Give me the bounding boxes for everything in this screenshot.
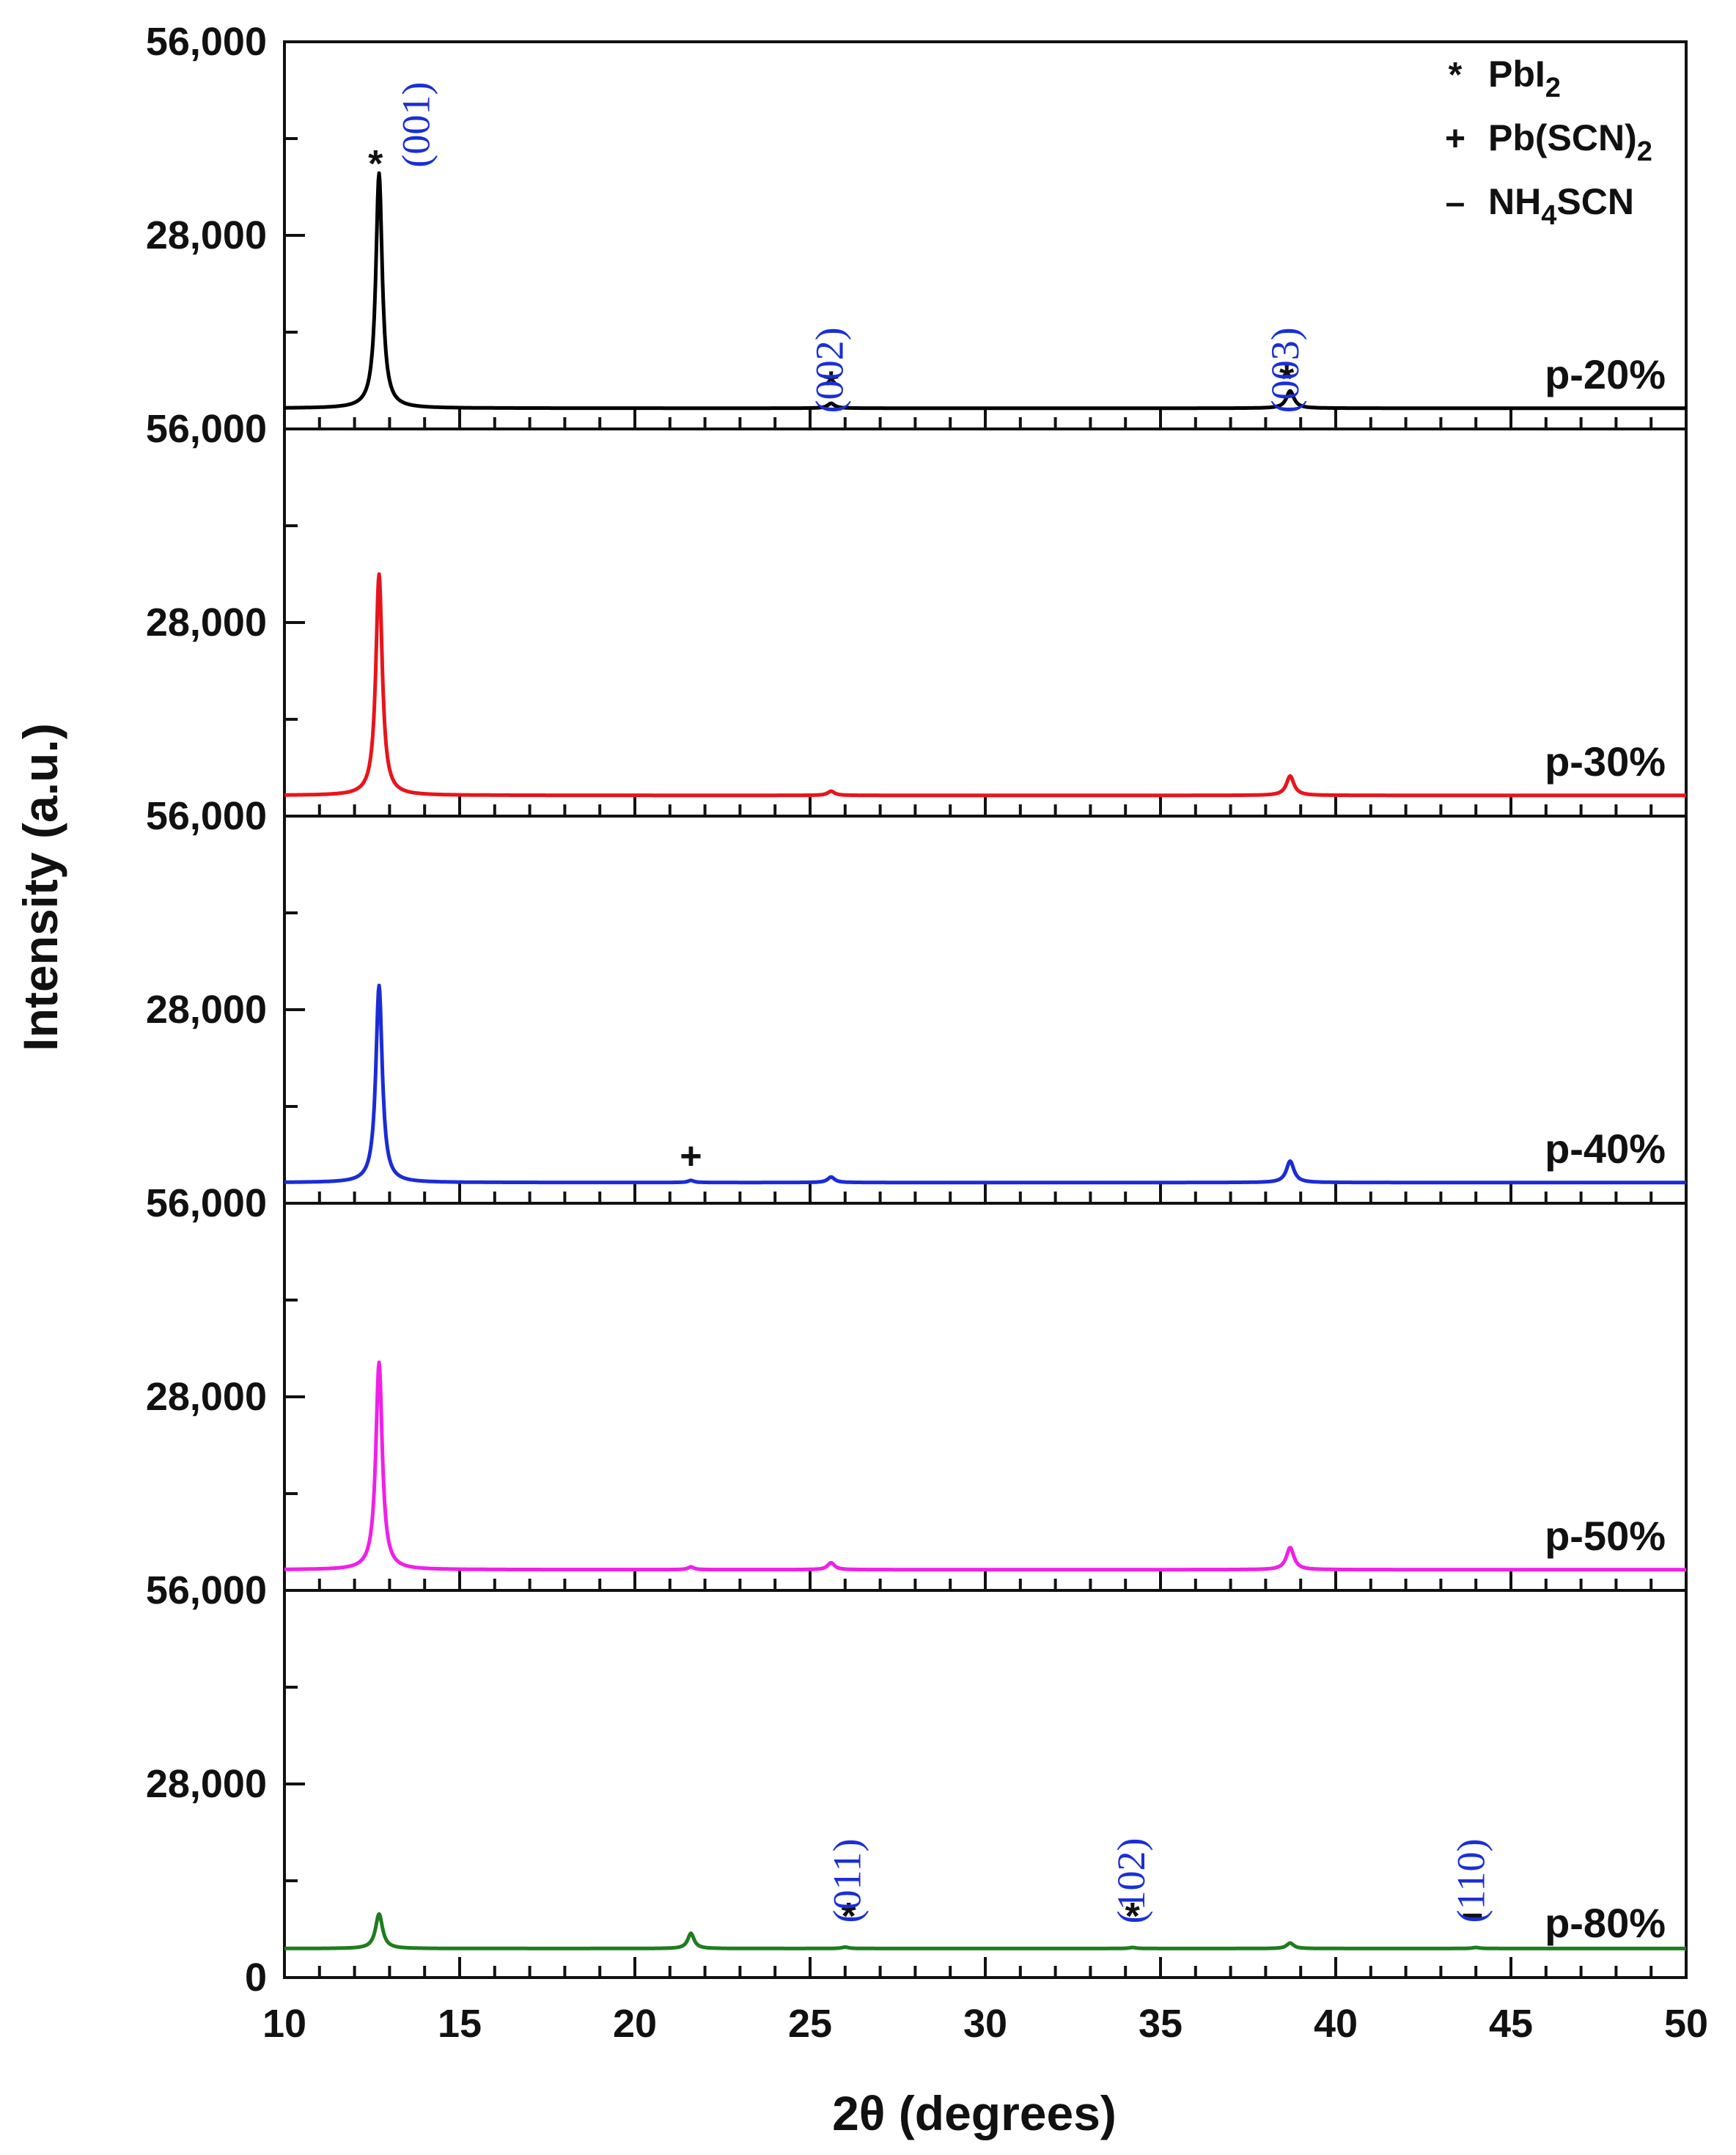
legend-text-tail: SCN xyxy=(1556,181,1634,222)
y-tick-label: 56,000 xyxy=(146,1568,267,1612)
y-tick-label: 28,000 xyxy=(146,213,267,257)
phase-marker: – xyxy=(1462,1892,1483,1934)
series-line-p-40% xyxy=(283,983,1688,1185)
phase-marker: * xyxy=(824,364,839,407)
y-tick-label: 56,000 xyxy=(146,407,267,451)
x-tick-label: 40 xyxy=(1314,2002,1358,2046)
phase-marker: * xyxy=(368,143,383,186)
legend-entry: PbI2 xyxy=(1488,54,1561,103)
x-tick-label: 10 xyxy=(262,2002,306,2046)
y-tick-label: 28,000 xyxy=(146,988,267,1032)
phase-marker: * xyxy=(1279,358,1295,400)
legend-symbol: – xyxy=(1446,183,1465,222)
hkl-label: (002) xyxy=(808,327,852,413)
panel-p-30%: 56,000 28,000 p-30% xyxy=(146,407,1688,818)
hkl-label: (003) xyxy=(1263,327,1307,413)
series-line-p-50% xyxy=(283,1360,1688,1572)
y-tick-label: 56,000 xyxy=(146,20,267,64)
legend-entry: NH4SCN xyxy=(1488,181,1634,231)
legend-symbol: * xyxy=(1449,56,1463,95)
panel-p-80%: 56,000 28,000 0 p-80% * * – (011) (102) (110) xyxy=(146,1568,1688,2000)
x-tick-label: 30 xyxy=(963,2002,1007,2046)
y-tick-label: 56,000 xyxy=(146,1181,267,1225)
legend-subscript: 2 xyxy=(1545,73,1561,103)
legend-subscript: 4 xyxy=(1541,200,1556,231)
legend-entry: Pb(SCN)2 xyxy=(1488,117,1652,167)
legend-symbol: + xyxy=(1445,120,1465,158)
y-tick-label: 28,000 xyxy=(146,1762,267,1806)
panel-p-40%: 56,000 28,000 p-40% + xyxy=(146,794,1688,1205)
x-tick-label: 50 xyxy=(1664,2002,1708,2046)
panel-p-50%: 56,000 28,000 p-50% xyxy=(146,1181,1688,1592)
hkl-label: (001) xyxy=(394,82,438,168)
phase-marker: * xyxy=(1125,1895,1141,1938)
series-line-p-30% xyxy=(283,572,1688,798)
sample-label: p-80% xyxy=(1545,1900,1666,1946)
hkl-label: (102) xyxy=(1109,1838,1153,1924)
x-tick-label: 35 xyxy=(1139,2002,1183,2046)
series-line-p-80% xyxy=(283,1912,1688,1950)
legend-text: Pb(SCN) xyxy=(1488,117,1637,158)
sample-label: p-20% xyxy=(1545,351,1666,397)
x-axis: 10 15 20 25 30 35 40 45 50 xyxy=(262,2002,1708,2046)
phase-marker: * xyxy=(841,1895,856,1938)
x-tick-label: 15 xyxy=(438,2002,482,2046)
panel-frame xyxy=(283,1202,1688,1592)
y-axis-title: Intensity (a.u.) xyxy=(13,723,67,1051)
y-tick-label: 28,000 xyxy=(146,601,267,645)
x-tick-label: 25 xyxy=(788,2002,832,2046)
panel-frame xyxy=(283,427,1688,818)
hkl-label: (110) xyxy=(1449,1839,1493,1923)
legend-text: NH xyxy=(1488,181,1541,222)
x-tick-label: 45 xyxy=(1489,2002,1533,2046)
x-tick-label: 20 xyxy=(613,2002,657,2046)
sample-label: p-30% xyxy=(1545,738,1666,785)
panel-frame xyxy=(283,40,1688,430)
sample-label: p-40% xyxy=(1545,1126,1666,1172)
series-line-p-20% xyxy=(283,171,1688,411)
hkl-label: (011) xyxy=(825,1839,869,1923)
y-tick-label: 56,000 xyxy=(146,794,267,838)
phase-marker: + xyxy=(680,1135,702,1178)
legend: * PbI2+ Pb(SCN)2– NH4SCN xyxy=(1445,54,1652,231)
legend-text: PbI xyxy=(1488,54,1545,95)
panel-frame xyxy=(283,815,1688,1205)
y-tick-label: 28,000 xyxy=(146,1375,267,1419)
y-tick-label: 0 xyxy=(245,1956,267,2000)
x-axis-title: 2θ (degrees) xyxy=(832,2086,1117,2140)
legend-subscript: 2 xyxy=(1637,136,1652,167)
sample-label: p-50% xyxy=(1545,1513,1666,1559)
